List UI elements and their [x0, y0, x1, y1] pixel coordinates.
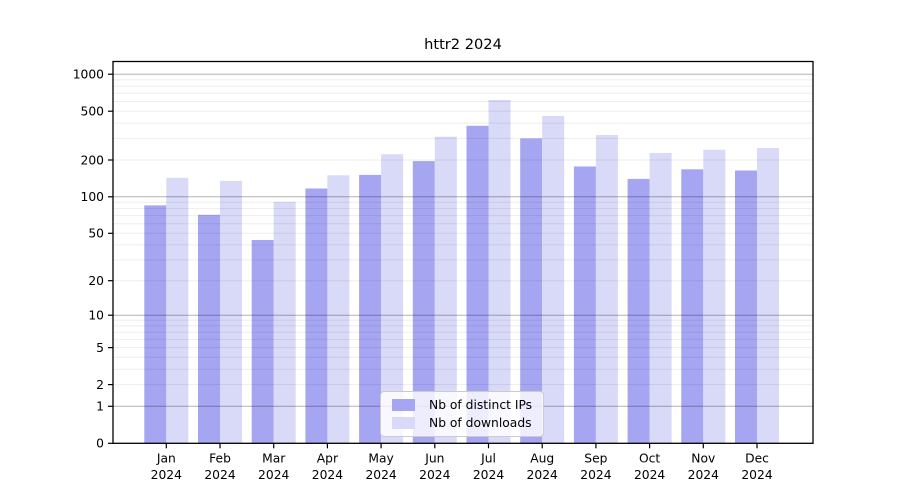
bar-downloads — [488, 100, 511, 444]
bar-downloads — [757, 148, 779, 444]
y-tick-label: 5 — [96, 341, 104, 355]
x-tick-label-year: 2024 — [473, 468, 504, 482]
x-tick-label-year: 2024 — [634, 468, 665, 482]
bar-downloads — [327, 175, 350, 444]
x-tick-label-month: Oct — [639, 451, 660, 465]
chart-title: httr2 2024 — [424, 36, 502, 53]
y-tick-label: 10 — [88, 309, 104, 323]
y-tick-label: 1000 — [73, 68, 104, 82]
legend-swatch-distinct-ips — [392, 399, 415, 411]
legend-label-distinct-ips: Nb of distinct IPs — [429, 398, 533, 412]
bar-distinct-ips — [735, 170, 757, 444]
bar-distinct-ips — [573, 166, 596, 444]
legend-item-distinct-ips: Nb of distinct IPs — [387, 398, 537, 412]
y-tick-label: 1 — [96, 400, 104, 414]
x-tick-label-year: 2024 — [365, 468, 396, 482]
x-tick-label-month: Sep — [584, 451, 607, 465]
x-tick-label-year: 2024 — [741, 468, 772, 482]
bar-distinct-ips — [681, 169, 704, 444]
x-tick-label-month: Jan — [156, 451, 176, 465]
bar-distinct-ips — [627, 178, 650, 444]
y-tick-label: 100 — [81, 190, 104, 204]
x-tick-label-month: Dec — [745, 451, 769, 465]
bar-downloads — [595, 135, 618, 444]
bar-distinct-ips — [520, 138, 543, 444]
x-tick-label-year: 2024 — [580, 468, 611, 482]
x-tick-label-year: 2024 — [151, 468, 182, 482]
legend-swatch-downloads — [392, 417, 415, 429]
bar-downloads — [166, 177, 189, 444]
y-tick-label: 500 — [81, 105, 104, 119]
bar-downloads — [381, 154, 404, 444]
x-tick-label-month: May — [368, 451, 393, 465]
x-tick-label-year: 2024 — [688, 468, 719, 482]
x-tick-label-year: 2024 — [312, 468, 343, 482]
bar-distinct-ips — [144, 205, 167, 444]
x-tick-label-year: 2024 — [258, 468, 289, 482]
bar-distinct-ips — [359, 174, 382, 444]
bar-downloads — [703, 149, 726, 444]
x-tick-label-month: Apr — [317, 451, 339, 465]
legend: Nb of distinct IPs Nb of downloads — [380, 391, 544, 437]
bar-distinct-ips — [412, 161, 435, 444]
plot-frame — [112, 60, 814, 444]
x-tick-label-year: 2024 — [527, 468, 558, 482]
x-tick-label-year: 2024 — [204, 468, 235, 482]
x-tick-label-month: Jul — [480, 451, 496, 465]
x-tick-label-month: Jun — [424, 451, 444, 465]
x-tick-label-month: Mar — [262, 451, 286, 465]
y-tick-label: 20 — [88, 274, 104, 288]
legend-item-downloads: Nb of downloads — [387, 416, 537, 430]
bar-distinct-ips — [251, 240, 274, 444]
x-tick-label-month: Nov — [691, 451, 715, 465]
bar-downloads — [649, 153, 672, 444]
x-tick-label-month: Feb — [209, 451, 231, 465]
bar-downloads — [542, 115, 565, 444]
bar-downloads — [273, 201, 296, 444]
y-tick-label: 50 — [88, 227, 104, 241]
y-tick-label: 200 — [81, 153, 104, 167]
bar-distinct-ips — [305, 188, 328, 444]
bar-distinct-ips — [198, 214, 220, 444]
y-tick-label: 2 — [96, 378, 104, 392]
bar-distinct-ips — [466, 125, 489, 444]
x-tick-label-month: Aug — [530, 451, 554, 465]
legend-label-downloads: Nb of downloads — [429, 416, 532, 430]
bar-downloads — [434, 136, 457, 444]
x-tick-label-year: 2024 — [419, 468, 450, 482]
y-tick-label: 0 — [96, 437, 104, 451]
bar-downloads — [220, 180, 242, 444]
